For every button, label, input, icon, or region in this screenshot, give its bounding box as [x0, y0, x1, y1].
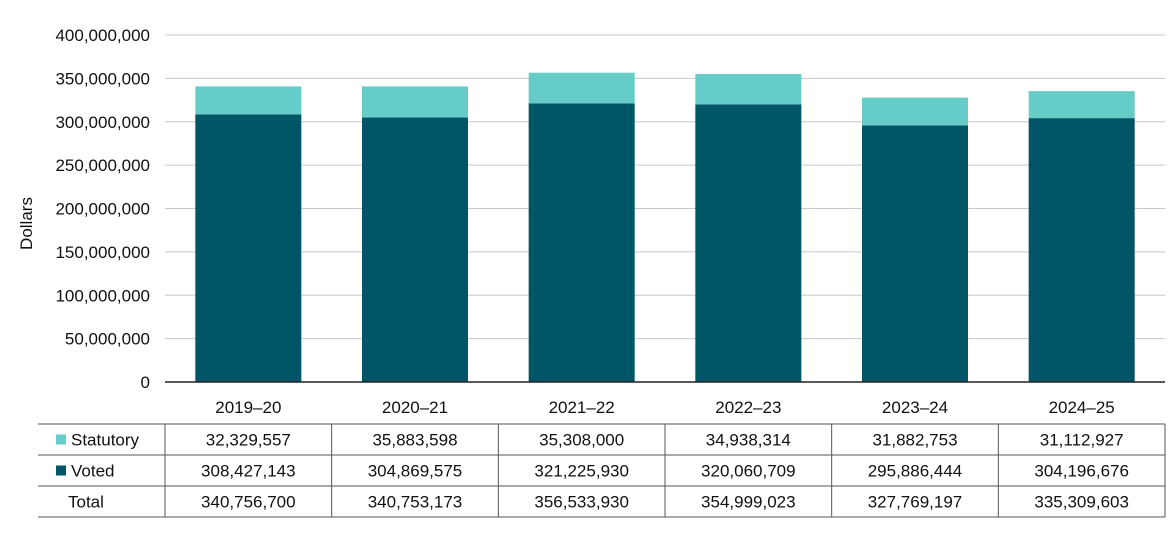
table-cell: 340,756,700 — [201, 493, 296, 512]
table-cell: 321,225,930 — [534, 462, 629, 481]
x-category-label: 2024–25 — [1049, 398, 1115, 417]
table-row-label: Total — [68, 493, 104, 512]
table-cell: 304,869,575 — [368, 462, 463, 481]
table-row-label: Statutory — [71, 431, 140, 450]
y-tick-label: 250,000,000 — [55, 156, 150, 175]
bar-voted — [528, 103, 635, 383]
y-tick-label: 400,000,000 — [55, 26, 150, 45]
x-category-label: 2021–22 — [549, 398, 615, 417]
x-category-label: 2020–21 — [382, 398, 448, 417]
bar-statutory — [1028, 91, 1135, 119]
bar-statutory — [695, 74, 802, 105]
table-cell: 35,308,000 — [539, 431, 624, 450]
x-category-label: 2023–24 — [882, 398, 948, 417]
bar-voted — [195, 114, 302, 382]
bar-statutory — [528, 72, 635, 104]
y-tick-label: 150,000,000 — [55, 243, 150, 262]
bar-voted — [1028, 118, 1135, 383]
bar-statutory — [195, 86, 302, 115]
bar-statutory — [862, 97, 968, 126]
y-tick-label: 50,000,000 — [65, 330, 150, 349]
table-cell: 295,886,444 — [868, 462, 963, 481]
bar-voted — [362, 117, 468, 383]
x-category-label: 2022–23 — [715, 398, 781, 417]
y-tick-label: 350,000,000 — [55, 69, 150, 88]
x-category-label: 2019–20 — [215, 398, 281, 417]
bar-voted — [862, 125, 968, 382]
table-cell: 356,533,930 — [534, 493, 629, 512]
table-cell: 340,753,173 — [368, 493, 463, 512]
table-cell: 34,938,314 — [706, 431, 791, 450]
table-cell: 320,060,709 — [701, 462, 796, 481]
table-cell: 32,329,557 — [206, 431, 291, 450]
bar-statutory — [362, 86, 468, 118]
y-tick-label: 0 — [141, 373, 150, 392]
legend-swatch-voted — [56, 465, 66, 476]
y-tick-label: 300,000,000 — [55, 113, 150, 132]
table-cell: 327,769,197 — [868, 493, 963, 512]
table-cell: 35,883,598 — [372, 431, 457, 450]
table-cell: 354,999,023 — [701, 493, 796, 512]
y-tick-label: 100,000,000 — [55, 286, 150, 305]
legend-swatch-statutory — [56, 434, 66, 445]
table-row-label: Voted — [71, 462, 115, 481]
table-cell: 304,196,676 — [1034, 462, 1129, 481]
y-tick-label: 200,000,000 — [55, 200, 150, 219]
y-axis-label: Dollars — [17, 197, 36, 250]
table-cell: 335,309,603 — [1034, 493, 1129, 512]
table-cell: 31,112,927 — [1040, 431, 1124, 450]
table-cell: 308,427,143 — [201, 462, 296, 481]
table-cell: 31,882,753 — [872, 431, 957, 450]
bar-voted — [695, 104, 802, 382]
